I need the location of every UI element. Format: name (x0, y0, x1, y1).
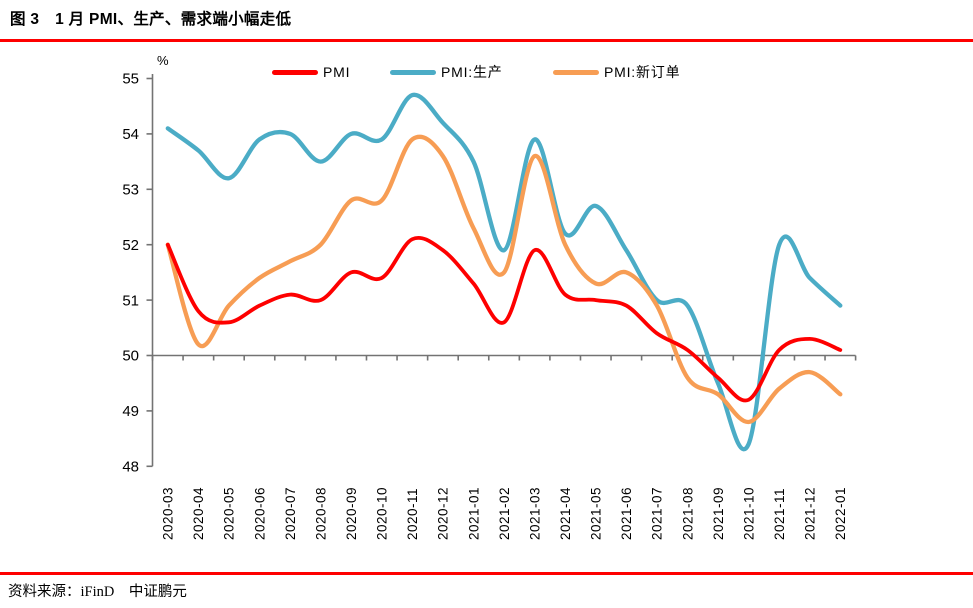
x-tick-label: 2020-12 (436, 487, 451, 540)
legend-item-new-orders: PMI:新订单 (553, 64, 680, 80)
y-tick-label: 51 (122, 292, 139, 309)
x-tick-label: 2020-05 (222, 487, 237, 540)
x-tick-label: 2021-05 (589, 487, 604, 540)
x-axis-labels: 2020-03 2020-04 2020-05 2020-06 2020-07 2020-… (161, 487, 849, 540)
series-line-production (165, 92, 843, 452)
legend-label-new-orders: PMI:新订单 (604, 64, 681, 80)
x-tick-label: 2020-03 (161, 487, 176, 540)
y-tick-label: 53 (122, 182, 139, 199)
y-axis-unit-label: % (157, 53, 169, 68)
x-tick-label: 2021-03 (527, 487, 542, 540)
y-tick-label: 48 (122, 459, 139, 476)
x-tick-label: 2021-12 (803, 487, 818, 540)
x-tick-label: 2022-01 (833, 487, 848, 540)
legend-label-pmi: PMI (323, 64, 351, 80)
legend-label-production: PMI:生产 (441, 64, 503, 80)
x-tick-label: 2021-09 (711, 487, 726, 540)
legend-swatch-new-orders (553, 69, 599, 75)
y-axis-labels: 48 49 50 51 52 53 54 55 (122, 71, 139, 476)
x-tick-label: 2020-11 (405, 488, 420, 540)
x-axis (151, 354, 857, 361)
x-tick-label: 2021-02 (497, 487, 512, 540)
y-tick-label: 54 (122, 126, 139, 143)
x-tick-label: 2020-04 (191, 487, 206, 540)
top-divider-rule (0, 39, 973, 42)
y-tick-label: 50 (122, 348, 139, 365)
y-axis (146, 74, 154, 468)
y-tick-label: 49 (122, 403, 139, 420)
x-tick-label: 2020-10 (375, 487, 390, 540)
x-tick-label: 2021-06 (619, 487, 634, 540)
x-tick-label: 2020-08 (313, 487, 328, 540)
legend-swatch-pmi (272, 69, 318, 75)
x-tick-label: 2021-11 (772, 488, 787, 540)
x-tick-label: 2021-07 (650, 487, 665, 540)
legend-item-production: PMI:生产 (390, 64, 503, 80)
x-tick-label: 2021-08 (680, 487, 695, 540)
bottom-divider-rule (0, 572, 973, 575)
legend-swatch-production (390, 69, 436, 75)
source-note: 资料来源：iFinD 中证鹏元 (8, 584, 187, 600)
series-line-new-orders (165, 134, 843, 425)
x-tick-label: 2020-09 (344, 487, 359, 540)
y-tick-label: 52 (122, 237, 139, 254)
series-line-pmi (165, 236, 843, 403)
x-tick-label: 2021-10 (741, 487, 756, 540)
legend-item-pmi: PMI (272, 64, 350, 80)
x-tick-label: 2021-01 (466, 487, 481, 540)
x-tick-label: 2021-04 (558, 487, 573, 540)
figure-title: 图 3 1 月 PMI、生产、需求端小幅走低 (10, 11, 292, 28)
x-tick-label: 2020-06 (252, 487, 267, 540)
x-tick-label: 2020-07 (283, 487, 298, 540)
y-tick-label: 55 (122, 71, 139, 88)
